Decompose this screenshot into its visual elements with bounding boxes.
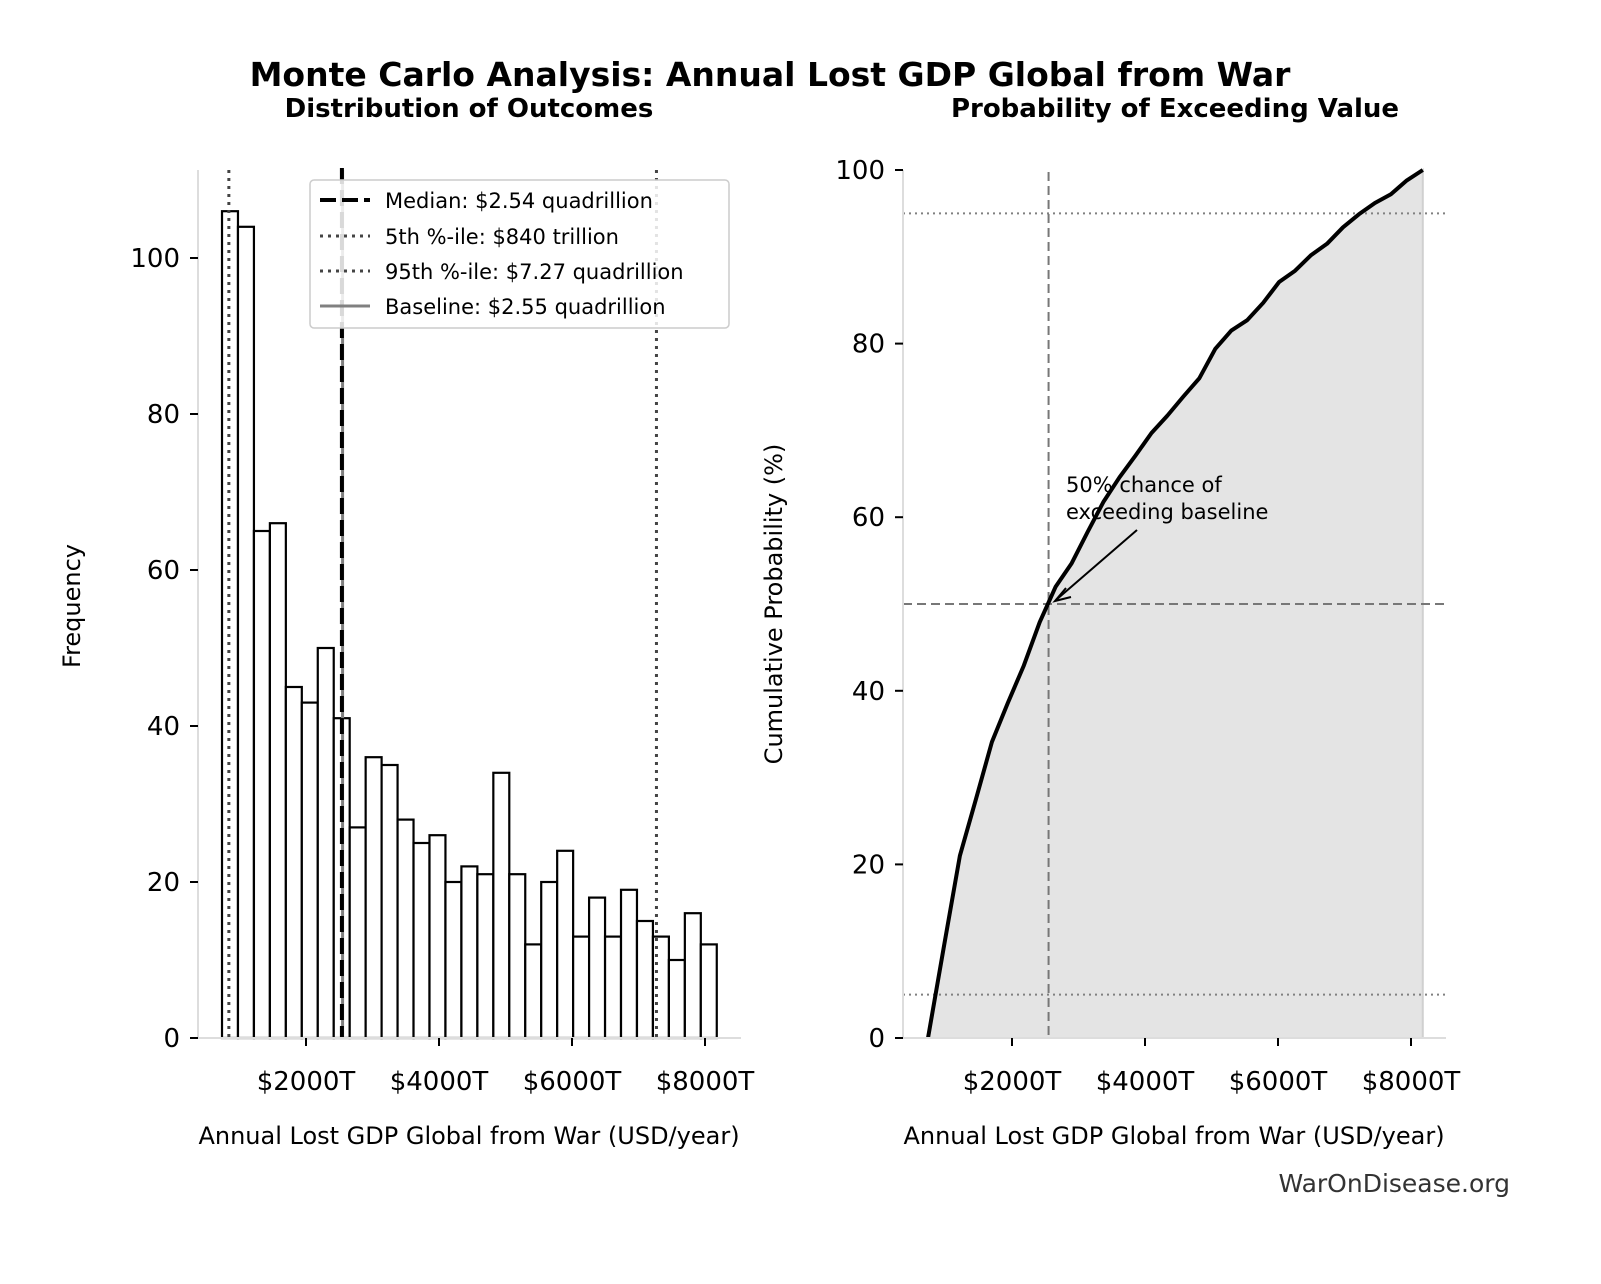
cdf-xlabel: Annual Lost GDP Global from War (USD/yea…	[903, 1122, 1444, 1150]
arrow-head-icon	[1052, 587, 1072, 603]
annotation-arrow	[1055, 529, 1138, 601]
x-tick-label: $6000T	[1229, 1067, 1328, 1097]
histogram-bar	[603, 935, 623, 1040]
y-tick-label: 60	[147, 556, 180, 586]
histogram-bar	[428, 834, 447, 1040]
y-tick-label: 80	[147, 400, 180, 430]
histogram-bar	[508, 873, 527, 1040]
histogram-bar	[252, 529, 271, 1040]
histogram-bar	[300, 701, 319, 1040]
x-tick-label: $2000T	[963, 1067, 1062, 1097]
histogram-panel: Distribution of Outcomes 0 20 40 60 80 100 $2…	[58, 94, 754, 1150]
legend-p5-label: 5th %-ile: $840 trillion	[385, 225, 619, 249]
cdf-ylabel: Cumulative Probability (%)	[760, 444, 788, 765]
y-tick-label: 0	[163, 1024, 180, 1054]
legend-median-label: Median: $2.54 quadrillion	[385, 189, 653, 213]
histogram-bar	[316, 646, 335, 1040]
histogram-bar	[396, 818, 415, 1040]
histogram-bar	[699, 943, 718, 1040]
histogram-bar	[380, 763, 399, 1040]
x-tick-label: $8000T	[1362, 1067, 1461, 1097]
histogram-bar	[524, 943, 543, 1040]
histogram-bar	[667, 958, 686, 1040]
x-tick-label: $2000T	[257, 1067, 356, 1097]
histogram-bar	[236, 225, 256, 1040]
figure-title: Monte Carlo Analysis: Annual Lost GDP Gl…	[250, 55, 1292, 94]
y-tick-label: 100	[130, 244, 180, 274]
histogram-bar	[572, 935, 591, 1040]
y-tick-label: 20	[852, 850, 885, 880]
cdf-line	[926, 168, 1424, 1039]
histogram-bar	[284, 685, 303, 1040]
histogram-bar	[460, 865, 479, 1040]
legend-p95-label: 95th %-ile: $7.27 quadrillion	[385, 260, 684, 284]
histogram-bar	[492, 771, 511, 1040]
watermark: WarOnDisease.org	[1278, 1169, 1510, 1198]
histogram-ylabel: Frequency	[58, 544, 86, 668]
y-tick-label: 100	[835, 156, 885, 186]
histogram-bar	[444, 880, 463, 1040]
annotation: 50% chance of exceeding baseline	[1052, 473, 1268, 603]
legend: Median: $2.54 quadrillion 5th %-ile: $84…	[309, 179, 730, 329]
y-tick-label: 40	[147, 712, 180, 742]
histogram-bar	[683, 912, 702, 1040]
y-tick-label: 0	[868, 1024, 885, 1054]
y-tick-label: 80	[852, 330, 885, 360]
x-tick-label: $4000T	[1096, 1067, 1195, 1097]
histogram-bar	[268, 522, 287, 1040]
histogram-bar	[348, 826, 367, 1040]
histogram-bar	[556, 849, 575, 1040]
annotation-line2: exceeding baseline	[1066, 500, 1268, 524]
histogram-title: Distribution of Outcomes	[285, 94, 654, 124]
y-tick-label: 40	[852, 677, 885, 707]
histogram-bar	[587, 896, 607, 1040]
histogram-bar	[476, 873, 495, 1040]
x-tick-label: $8000T	[656, 1067, 755, 1097]
legend-baseline-label: Baseline: $2.55 quadrillion	[385, 295, 666, 319]
histogram-bar	[619, 888, 639, 1040]
y-tick-label: 20	[147, 868, 180, 898]
x-tick-label: $4000T	[390, 1067, 489, 1097]
histogram-bar	[220, 210, 240, 1040]
annotation-line1: 50% chance of	[1066, 473, 1222, 497]
cdf-panel: Probability of Exceeding Value 0 20 40 60 80…	[760, 94, 1460, 1150]
histogram-bar	[412, 841, 431, 1040]
histogram-bar	[364, 756, 383, 1040]
y-tick-label: 60	[852, 503, 885, 533]
histogram-xlabel: Annual Lost GDP Global from War (USD/yea…	[198, 1122, 739, 1150]
histogram-bar	[635, 919, 655, 1040]
histogram-bar	[540, 880, 559, 1040]
cdf-title: Probability of Exceeding Value	[951, 94, 1399, 124]
x-tick-label: $6000T	[523, 1067, 622, 1097]
